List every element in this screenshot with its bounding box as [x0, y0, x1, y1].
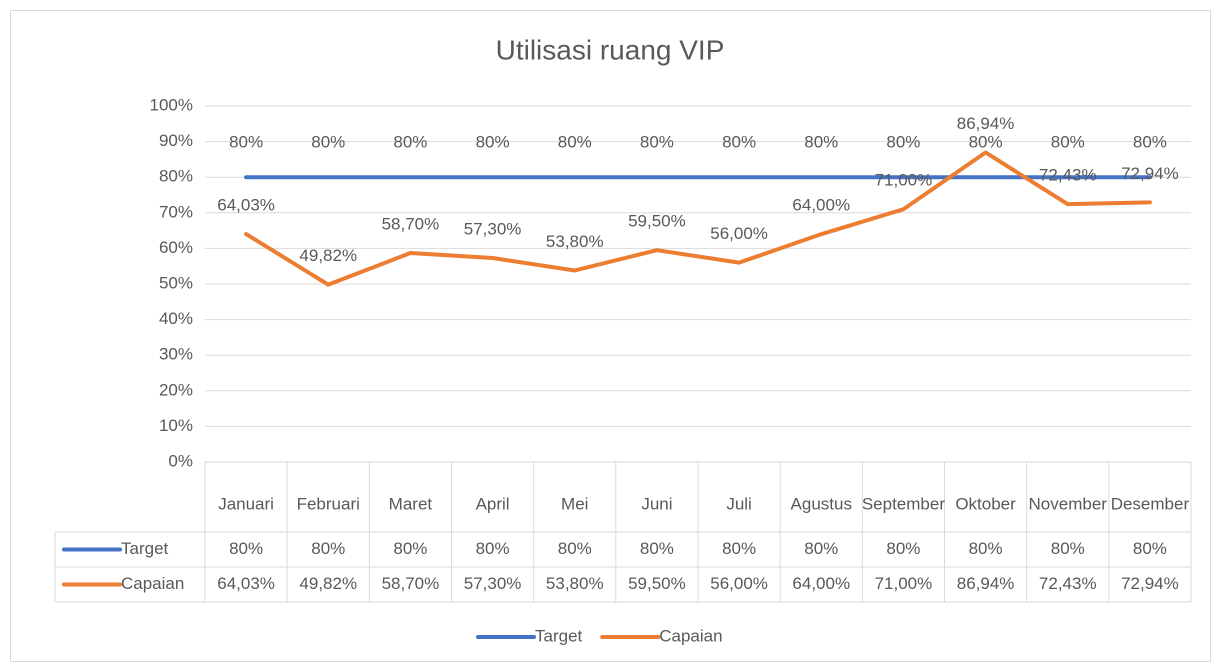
series-line [244, 150, 1152, 287]
legend-label: Capaian [659, 626, 722, 645]
data-label: 80% [1133, 133, 1167, 152]
data-label: 57,30% [464, 219, 522, 238]
data-label: 49,82% [299, 246, 357, 265]
table-value: 80% [393, 539, 427, 558]
table-value: 49,82% [299, 574, 357, 593]
y-tick-label: 90% [159, 131, 193, 150]
data-label: 80% [311, 133, 345, 152]
table-value: 59,50% [628, 574, 686, 593]
table-value: 56,00% [710, 574, 768, 593]
x-tick-label: Maret [389, 494, 433, 513]
data-label: 80% [229, 133, 263, 152]
table-value: 64,00% [792, 574, 850, 593]
table-value: 58,70% [382, 574, 440, 593]
data-label: 64,03% [217, 196, 275, 215]
y-tick-label: 80% [159, 167, 193, 186]
chart-title: Utilisasi ruang VIP [496, 34, 725, 65]
data-label: 80% [640, 133, 674, 152]
data-label: 86,94% [957, 114, 1015, 133]
x-tick-label: Agustus [791, 494, 852, 513]
data-label: 80% [476, 133, 510, 152]
data-label: 80% [804, 133, 838, 152]
table-value: 80% [311, 539, 345, 558]
table-value: 72,43% [1039, 574, 1097, 593]
y-tick-label: 100% [150, 95, 193, 114]
x-tick-label: Januari [218, 494, 274, 513]
table-value: 57,30% [464, 574, 522, 593]
y-tick-label: 20% [159, 380, 193, 399]
data-label: 80% [393, 133, 427, 152]
data-label: 80% [969, 133, 1003, 152]
x-tick-label: Februari [297, 494, 360, 513]
data-label: 80% [558, 133, 592, 152]
y-tick-label: 0% [168, 451, 193, 470]
table-value: 80% [969, 539, 1003, 558]
x-tick-label: Desember [1111, 494, 1190, 513]
data-label: 72,94% [1121, 164, 1179, 183]
table-value: 72,94% [1121, 574, 1179, 593]
data-label: 80% [1051, 133, 1085, 152]
x-tick-label: April [476, 494, 510, 513]
legend-label: Target [535, 626, 583, 645]
x-tick-label: Mei [561, 494, 588, 513]
data-label: 59,50% [628, 212, 686, 231]
y-tick-label: 70% [159, 202, 193, 221]
table-value: 80% [558, 539, 592, 558]
table-value: 53,80% [546, 574, 604, 593]
data-label: 71,00% [875, 171, 933, 190]
table-value: 80% [886, 539, 920, 558]
table-value: 80% [1051, 539, 1085, 558]
x-tick-label: November [1029, 494, 1108, 513]
table-value: 86,94% [957, 574, 1015, 593]
y-tick-label: 40% [159, 309, 193, 328]
table-value: 80% [722, 539, 756, 558]
table-value: 80% [229, 539, 263, 558]
table-value: 64,03% [217, 574, 275, 593]
x-tick-label: Juni [641, 494, 672, 513]
data-label: 80% [886, 133, 920, 152]
y-tick-label: 30% [159, 345, 193, 364]
table-row-header: Capaian [121, 574, 184, 593]
y-tick-label: 50% [159, 273, 193, 292]
chart-border [10, 10, 1211, 662]
data-label: 64,00% [792, 196, 850, 215]
data-label: 58,70% [382, 215, 440, 234]
table-value: 80% [640, 539, 674, 558]
x-tick-label: Oktober [955, 494, 1016, 513]
table-value: 80% [1133, 539, 1167, 558]
data-label: 72,43% [1039, 166, 1097, 185]
data-label: 53,80% [546, 232, 604, 251]
table-value: 80% [476, 539, 510, 558]
y-tick-label: 60% [159, 238, 193, 257]
table-value: 71,00% [875, 574, 933, 593]
y-tick-label: 10% [159, 416, 193, 435]
data-label: 56,00% [710, 224, 768, 243]
data-label: 80% [722, 133, 756, 152]
x-tick-label: September [862, 494, 945, 513]
table-row-header: Target [121, 539, 169, 558]
x-tick-label: Juli [726, 494, 752, 513]
table-value: 80% [804, 539, 838, 558]
